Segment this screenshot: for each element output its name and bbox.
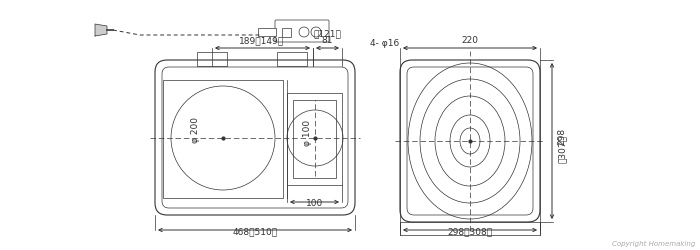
Polygon shape — [95, 24, 107, 36]
Text: 4- φ16: 4- φ16 — [370, 39, 399, 48]
Text: 298（308）: 298（308） — [447, 227, 493, 236]
Text: 81: 81 — [321, 36, 332, 45]
Text: φ 100: φ 100 — [302, 120, 312, 146]
Text: φ 200: φ 200 — [192, 117, 200, 143]
Bar — [197, 52, 227, 66]
Text: （307）: （307） — [557, 135, 566, 163]
Text: 298: 298 — [557, 128, 566, 144]
Bar — [282, 28, 291, 37]
Bar — [287, 93, 342, 185]
Bar — [163, 80, 283, 198]
FancyBboxPatch shape — [155, 60, 355, 215]
FancyBboxPatch shape — [275, 20, 329, 42]
Text: 220: 220 — [461, 36, 479, 45]
Bar — [277, 52, 307, 66]
FancyBboxPatch shape — [162, 67, 348, 208]
Text: 100: 100 — [307, 199, 323, 208]
Bar — [293, 100, 336, 178]
Bar — [258, 28, 276, 36]
FancyBboxPatch shape — [400, 60, 540, 222]
Text: （121）: （121） — [313, 29, 341, 38]
Text: 189（149）: 189（149） — [239, 36, 285, 45]
Text: 468（510）: 468（510） — [232, 227, 278, 236]
Bar — [400, 222, 540, 235]
Text: Copyright Homemaking: Copyright Homemaking — [612, 241, 695, 247]
FancyBboxPatch shape — [407, 67, 533, 215]
